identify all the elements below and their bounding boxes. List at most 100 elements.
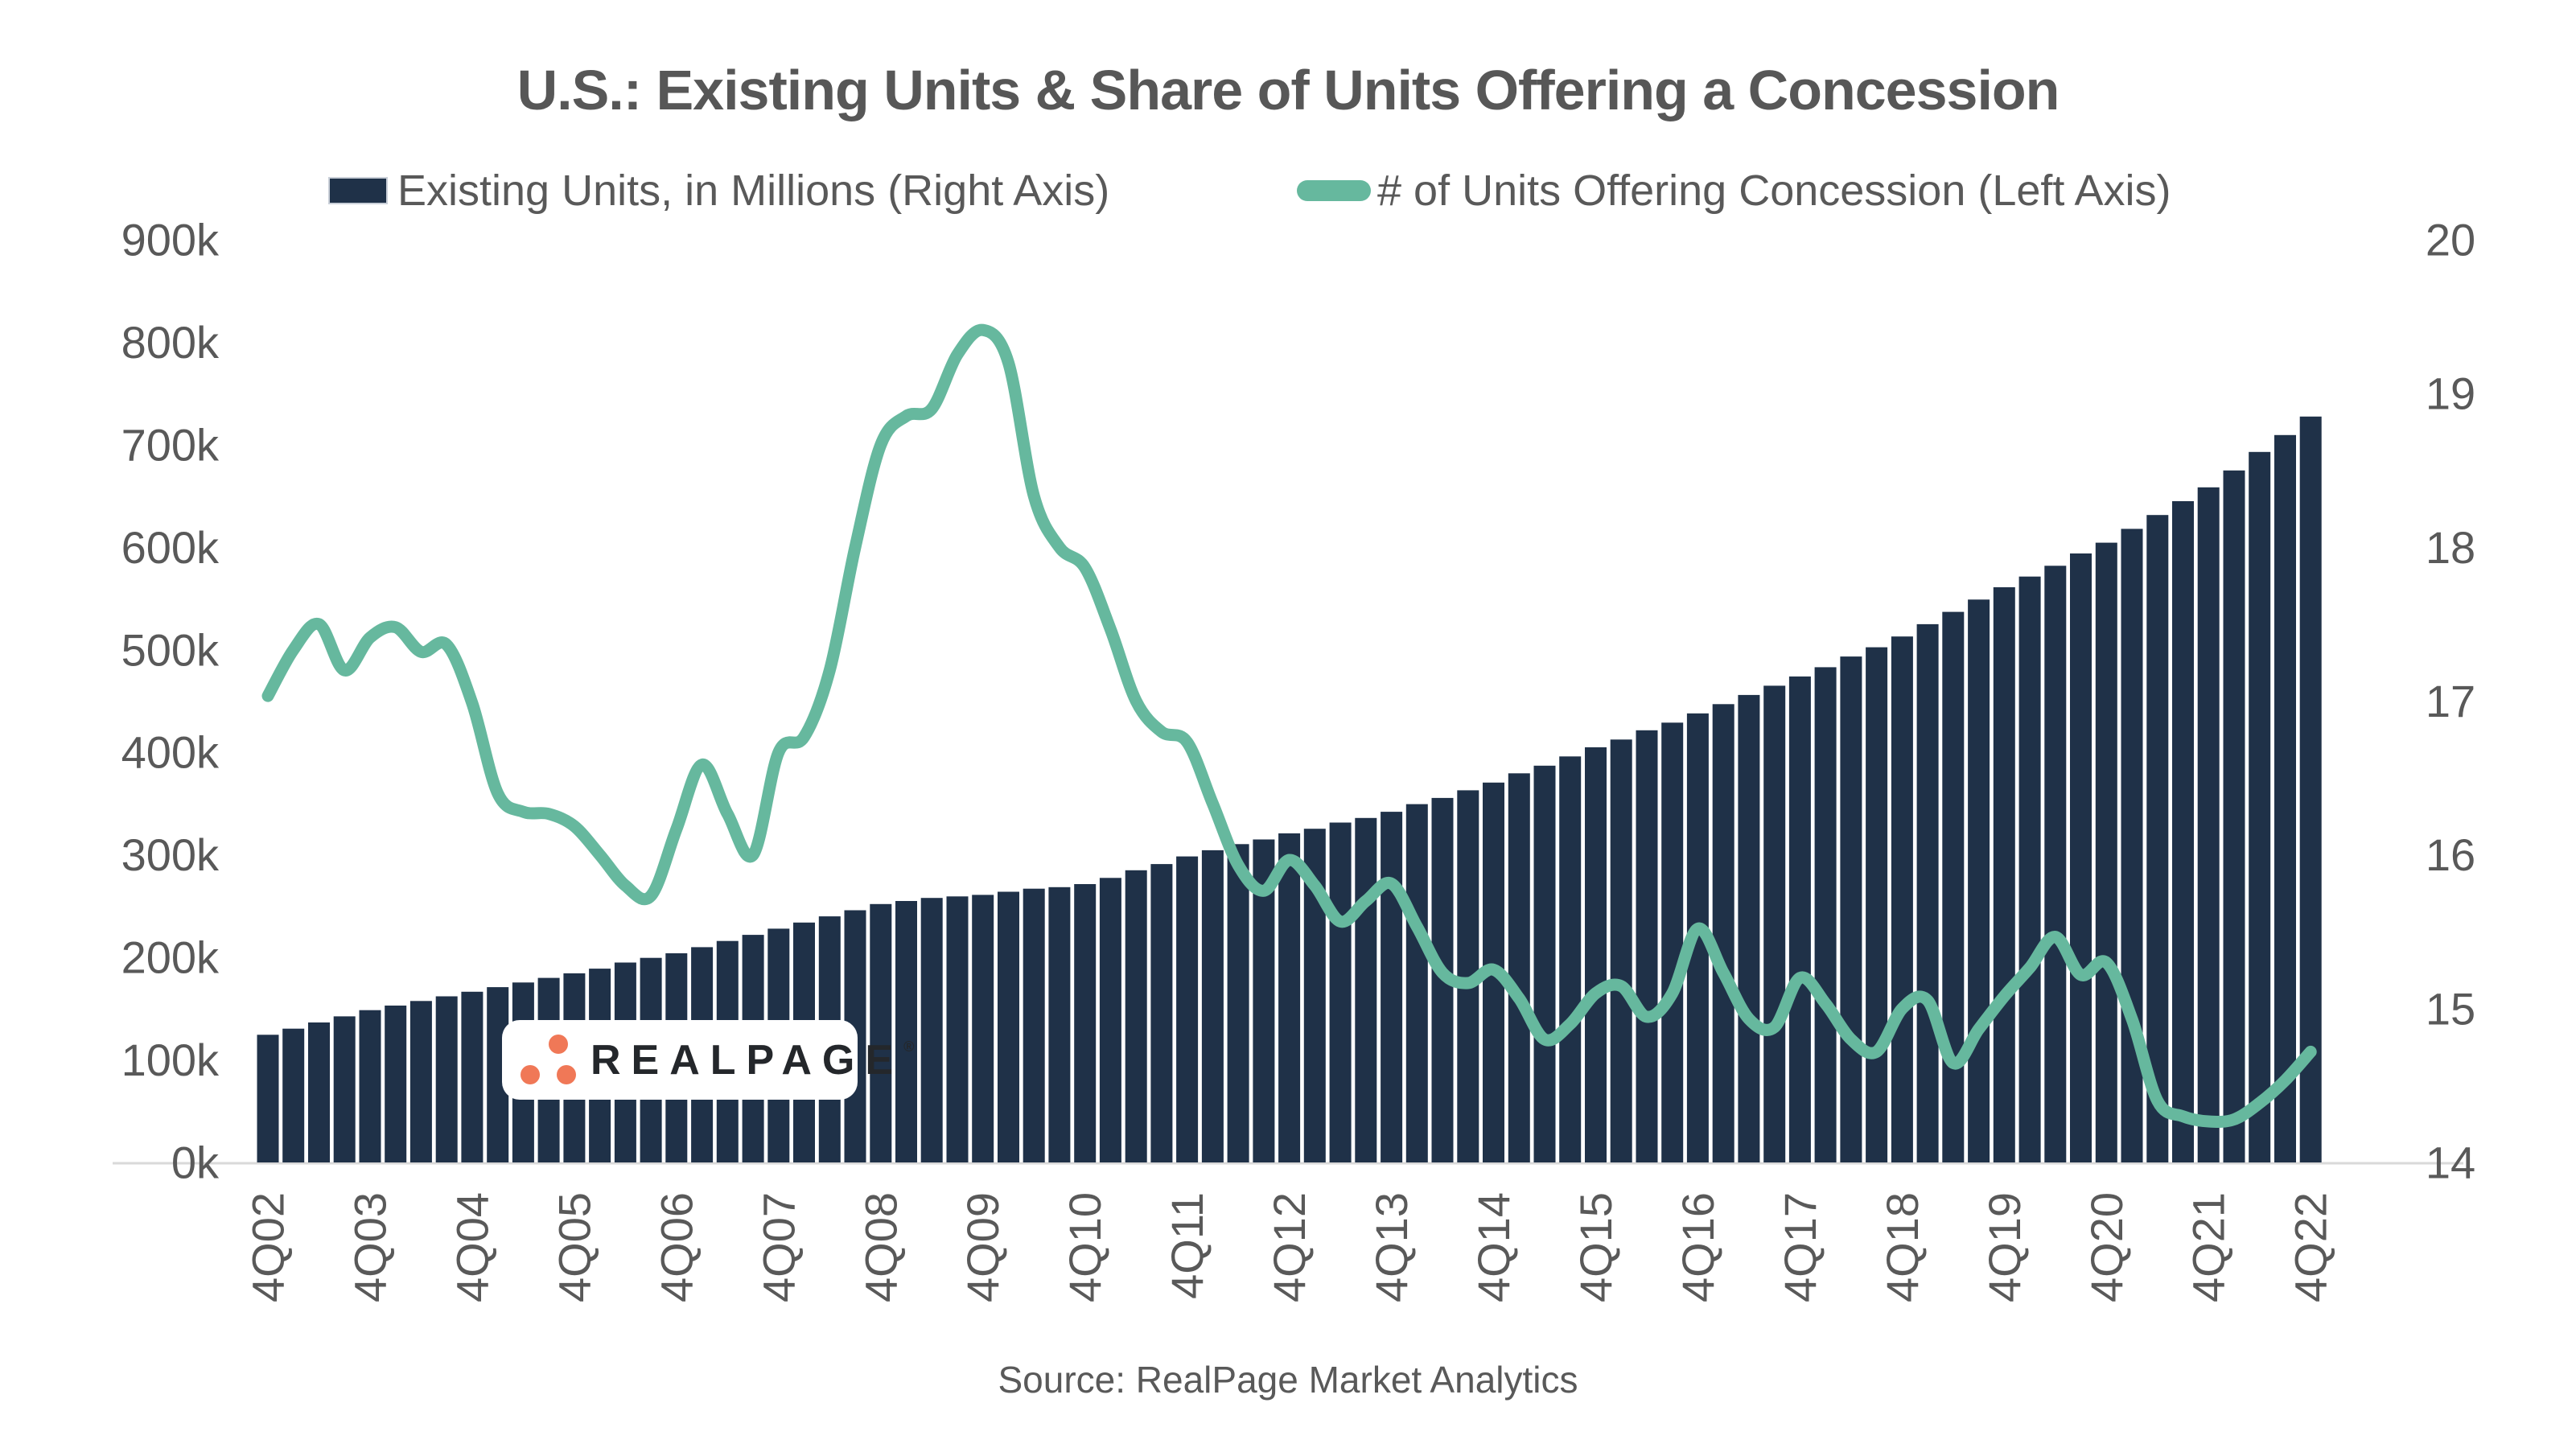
y-left-tick-label: 200k xyxy=(121,932,220,983)
bar xyxy=(1048,887,1071,1162)
bar xyxy=(2121,529,2143,1162)
bar xyxy=(1712,704,1734,1162)
bar xyxy=(1023,888,1045,1162)
x-tick-label: 4Q07 xyxy=(753,1192,804,1302)
bar xyxy=(1814,667,1837,1162)
bar xyxy=(1405,804,1428,1162)
x-tick-label: 4Q18 xyxy=(1877,1192,1928,1302)
realpage-logo-dots-icon xyxy=(521,1034,576,1084)
y-right-tick-label: 16 xyxy=(2426,829,2475,880)
bar xyxy=(2172,501,2194,1162)
y-right-tick-label: 17 xyxy=(2426,676,2475,726)
bar xyxy=(1968,599,1990,1162)
bar xyxy=(1508,773,1530,1162)
source-note: Source: RealPage Market Analytics xyxy=(998,1359,1578,1401)
bar xyxy=(1381,812,1403,1162)
y-left-tick-label: 900k xyxy=(121,215,220,265)
bar xyxy=(385,1006,407,1162)
legend-item-existing-units: Existing Units, in Millions (Right Axis) xyxy=(328,166,1109,216)
bar xyxy=(1610,739,1632,1162)
bar xyxy=(1099,878,1121,1162)
bar xyxy=(1176,856,1199,1162)
bar xyxy=(2146,515,2169,1162)
bar xyxy=(2197,487,2220,1162)
bar xyxy=(1891,636,1913,1162)
bar xyxy=(1636,730,1658,1162)
bar xyxy=(333,1016,356,1162)
bar xyxy=(1227,844,1249,1162)
x-tick-label: 4Q03 xyxy=(345,1192,396,1302)
bar xyxy=(308,1022,330,1162)
bar xyxy=(2095,542,2117,1162)
bar xyxy=(2018,576,2041,1162)
y-left-tick-label: 300k xyxy=(121,829,220,880)
bar xyxy=(1585,747,1607,1162)
bar xyxy=(1150,864,1173,1162)
bar xyxy=(870,903,892,1162)
x-tick-label: 4Q12 xyxy=(1264,1192,1315,1302)
y-left-tick-label: 0k xyxy=(171,1138,220,1188)
bar xyxy=(435,996,458,1162)
bar xyxy=(1201,850,1224,1162)
x-tick-label: 4Q05 xyxy=(549,1192,599,1302)
bar xyxy=(2274,434,2296,1162)
x-tick-label: 4Q19 xyxy=(1979,1192,2030,1302)
x-tick-label: 4Q08 xyxy=(855,1192,906,1302)
bar xyxy=(1661,722,1684,1162)
y-right-tick-label: 19 xyxy=(2426,368,2475,419)
x-tick-label: 4Q04 xyxy=(446,1192,497,1302)
y-left-tick-label: 600k xyxy=(121,522,220,573)
bar xyxy=(1329,822,1352,1162)
line-series-swatch-icon xyxy=(1297,180,1371,201)
bar xyxy=(1738,694,1760,1162)
bar xyxy=(1866,647,1888,1162)
bar xyxy=(2070,553,2092,1162)
x-tick-label: 4Q21 xyxy=(2183,1192,2234,1302)
bar xyxy=(946,896,969,1162)
bar xyxy=(920,898,943,1162)
bar xyxy=(1074,884,1097,1162)
bar xyxy=(1916,623,1939,1162)
legend-label-existing-units: Existing Units, in Millions (Right Axis) xyxy=(397,167,1110,215)
bar xyxy=(972,895,994,1162)
x-tick-label: 4Q11 xyxy=(1162,1192,1212,1299)
y-right-tick-label: 18 xyxy=(2426,522,2475,573)
legend-label-concession: # of Units Offering Concession (Left Axi… xyxy=(1377,167,2171,215)
y-right-tick-label: 14 xyxy=(2426,1138,2475,1188)
y-left-tick-label: 700k xyxy=(121,419,220,470)
registered-mark: ® xyxy=(903,1038,915,1055)
bar xyxy=(409,1001,432,1162)
bar xyxy=(1278,833,1301,1162)
realpage-logo: REALPAGE® xyxy=(502,1020,914,1100)
bar xyxy=(1355,817,1377,1162)
bar xyxy=(359,1010,381,1162)
x-tick-label: 4Q02 xyxy=(243,1192,294,1302)
x-tick-label: 4Q09 xyxy=(957,1192,1008,1302)
realpage-logo-wordmark: REALPAGE® xyxy=(591,1036,915,1084)
bar xyxy=(1559,756,1582,1162)
x-tick-label: 4Q20 xyxy=(2081,1192,2132,1302)
x-tick-label: 4Q13 xyxy=(1366,1192,1417,1302)
bar xyxy=(282,1028,305,1162)
x-tick-label: 4Q22 xyxy=(2286,1192,2336,1302)
bar xyxy=(1993,587,2015,1162)
x-tick-label: 4Q06 xyxy=(651,1192,702,1302)
bar xyxy=(2299,416,2322,1162)
y-right-tick-label: 15 xyxy=(2426,983,2475,1034)
y-left-tick-label: 100k xyxy=(121,1035,220,1085)
y-left-tick-label: 800k xyxy=(121,317,220,368)
y-left-tick-label: 500k xyxy=(121,624,220,675)
x-tick-label: 4Q14 xyxy=(1468,1192,1519,1302)
bar-series-swatch-icon xyxy=(328,177,388,204)
bar xyxy=(2223,470,2245,1163)
y-left-tick-label: 400k xyxy=(121,727,220,778)
legend-item-concession: # of Units Offering Concession (Left Axi… xyxy=(1297,166,2171,216)
bar xyxy=(1840,656,1862,1162)
y-right-tick-label: 20 xyxy=(2426,215,2475,265)
x-tick-label: 4Q16 xyxy=(1673,1192,1723,1302)
bar xyxy=(461,991,484,1162)
bar xyxy=(895,901,917,1162)
bar xyxy=(998,891,1019,1162)
